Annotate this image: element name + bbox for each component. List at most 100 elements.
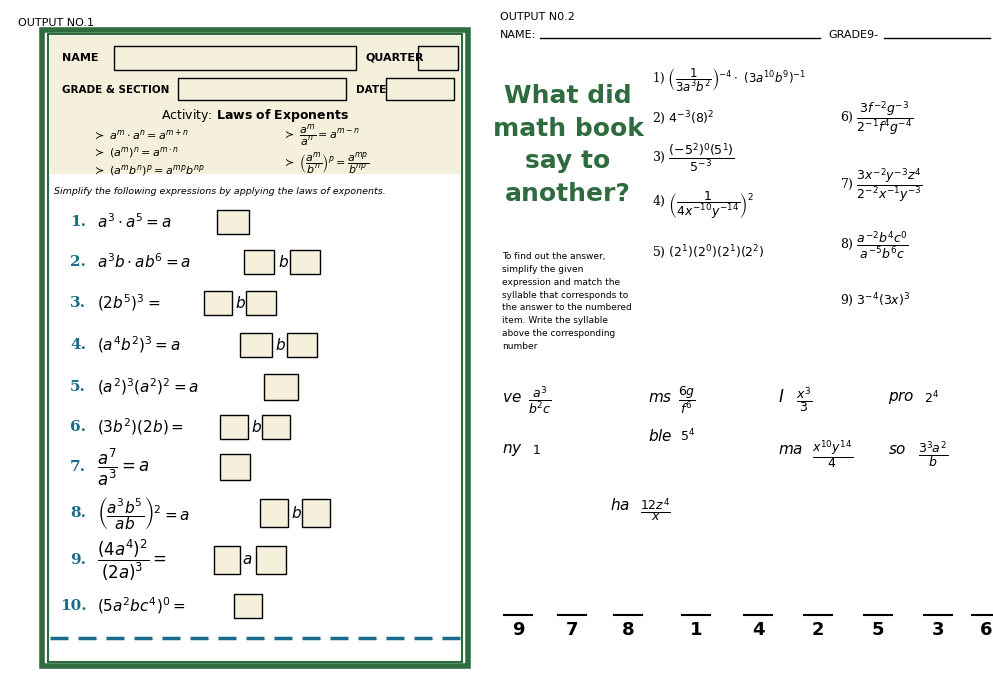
Text: 8) $\dfrac{a^{-2}b^4c^0}{a^{-5}b^6c}$: 8) $\dfrac{a^{-2}b^4c^0}{a^{-5}b^6c}$ [840,229,909,261]
Text: GRADE & SECTION: GRADE & SECTION [62,85,170,95]
Bar [256,546,286,574]
Text: To find out the answer,
simplify the given
expression and match the
syllable tha: To find out the answer, simplify the giv… [502,252,632,351]
Text: $\dfrac{a^7}{a^3} = a$: $\dfrac{a^7}{a^3} = a$ [97,446,150,488]
Text: $a$: $a$ [242,553,252,567]
Text: 3) $\dfrac{(-5^2)^0(5^1)}{5^{-3}}$: 3) $\dfrac{(-5^2)^0(5^1)}{5^{-3}}$ [652,142,735,175]
Text: $\dfrac{12z^4}{x}$: $\dfrac{12z^4}{x}$ [640,496,671,524]
Text: 6.: 6. [70,420,86,434]
Bar [244,250,274,274]
Text: $\dfrac{a^3}{b^2c}$: $\dfrac{a^3}{b^2c}$ [528,384,552,416]
Text: $2^4$: $2^4$ [924,390,939,406]
Bar [260,499,288,527]
Text: NAME: NAME [62,53,98,63]
Text: 7.: 7. [70,460,86,474]
Bar [114,46,356,70]
Text: $(a^4b^2)^3 = a$: $(a^4b^2)^3 = a$ [97,335,181,355]
Text: $(3b^2)(2b) = $: $(3b^2)(2b) = $ [97,417,184,437]
Text: OUTPUT NO.1: OUTPUT NO.1 [18,18,94,28]
Text: 10.: 10. [60,599,86,613]
Text: $\dfrac{6g}{f^6}$: $\dfrac{6g}{f^6}$ [678,384,696,416]
Text: $b$: $b$ [275,337,286,353]
Text: $\succ$ $a^m \cdot a^n = a^{m+n}$: $\succ$ $a^m \cdot a^n = a^{m+n}$ [92,127,190,143]
Text: $b$: $b$ [278,254,289,270]
Text: $\mathit{ve}$: $\mathit{ve}$ [502,391,521,405]
Text: $b$: $b$ [291,505,302,521]
Text: 6) $\dfrac{3f^{-2}g^{-3}}{2^{-1}f^4g^{-4}}$: 6) $\dfrac{3f^{-2}g^{-3}}{2^{-1}f^4g^{-4… [840,99,914,137]
Text: 7) $\dfrac{3x^{-2}y^{-3}z^4}{2^{-2}x^{-1}y^{-3}}$: 7) $\dfrac{3x^{-2}y^{-3}z^4}{2^{-2}x^{-1… [840,166,922,204]
Text: $b$: $b$ [235,295,246,311]
Text: $a^3b \cdot ab^6 = a$: $a^3b \cdot ab^6 = a$ [97,253,192,272]
Bar [418,46,458,70]
Bar [220,415,248,439]
Text: $\left(\dfrac{a^3b^5}{ab}\right)^2 = a$: $\left(\dfrac{a^3b^5}{ab}\right)^2 = a$ [97,495,191,532]
Text: $5^4$: $5^4$ [680,428,695,444]
Text: $\succ$ $(a^m b^n)^p = a^{mp}b^{np}$: $\succ$ $(a^m b^n)^p = a^{mp}b^{np}$ [92,162,205,177]
Bar [204,291,232,315]
Text: $\mathit{I}$: $\mathit{I}$ [778,390,784,406]
Text: DATE: DATE [356,85,386,95]
Text: QUARTER: QUARTER [366,53,424,63]
Text: $\dfrac{3^3a^2}{b}$: $\dfrac{3^3a^2}{b}$ [918,439,948,470]
Text: 2.: 2. [70,255,85,269]
Text: 8: 8 [622,621,635,639]
Text: $\mathit{pro}$: $\mathit{pro}$ [888,390,915,406]
Text: 2: 2 [811,621,824,639]
Text: $\mathit{so}$: $\mathit{so}$ [888,443,907,457]
Text: $1$: $1$ [532,443,541,456]
Text: 2) $4^{-3}(8)^2$: 2) $4^{-3}(8)^2$ [652,109,715,127]
Bar [386,78,454,100]
Bar [290,250,320,274]
Text: $(5a^2bc^4)^0 = $: $(5a^2bc^4)^0 = $ [97,596,186,616]
Text: 6: 6 [980,621,992,639]
Text: 3.: 3. [70,296,86,310]
Text: 5) $(2^1)(2^0)(2^1)(2^2)$: 5) $(2^1)(2^0)(2^1)(2^2)$ [652,243,765,261]
Text: 1: 1 [690,621,702,639]
Text: 4.: 4. [70,338,86,352]
Text: OUTPUT N0.2: OUTPUT N0.2 [500,12,575,22]
Bar [214,546,240,574]
Text: $\mathit{ny}$: $\mathit{ny}$ [502,442,523,458]
Text: $\mathit{ma}$: $\mathit{ma}$ [778,443,803,457]
Text: 9) $3^{-4}(3x)^3$: 9) $3^{-4}(3x)^3$ [840,291,911,309]
Bar [48,34,462,662]
Text: Activity: $\bf{Laws\ of\ Exponents}$: Activity: $\bf{Laws\ of\ Exponents}$ [161,106,349,123]
Text: $a^3 \cdot a^5 = a$: $a^3 \cdot a^5 = a$ [97,213,172,231]
Bar [178,78,346,100]
Text: $\succ$ $\dfrac{a^m}{a^n} = a^{m-n}$: $\succ$ $\dfrac{a^m}{a^n} = a^{m-n}$ [282,122,360,148]
Text: 3: 3 [931,621,944,639]
Text: 8.: 8. [70,506,86,520]
Bar [42,30,468,666]
Bar [217,210,249,234]
Text: 9.: 9. [70,553,86,567]
Text: $\dfrac{(4a^4)^2}{(2a)^3} = $: $\dfrac{(4a^4)^2}{(2a)^3} = $ [97,537,167,583]
Bar [302,499,330,527]
Text: 9: 9 [511,621,524,639]
Text: Simplify the following expressions by applying the laws of exponents.: Simplify the following expressions by ap… [54,187,385,195]
Text: 5: 5 [872,621,884,639]
Text: $(a^2)^3(a^2)^2 = a$: $(a^2)^3(a^2)^2 = a$ [97,377,200,398]
Bar [234,594,262,618]
Bar [220,454,250,480]
Text: 1.: 1. [70,215,86,229]
Text: $b$: $b$ [251,419,262,435]
Text: $\succ$ $\left(\dfrac{a^m}{b^n}\right)^p = \dfrac{a^{mp}}{b^{np}}$: $\succ$ $\left(\dfrac{a^m}{b^n}\right)^p… [282,150,369,176]
Bar [262,415,290,439]
Text: What did
math book
say to
another?: What did math book say to another? [493,84,643,206]
Text: 5.: 5. [70,380,85,394]
Text: GRADE9-: GRADE9- [828,30,878,40]
Text: 4: 4 [752,621,765,639]
Bar [246,291,276,315]
Text: $(2b^5)^3 = $: $(2b^5)^3 = $ [97,293,160,313]
Text: 1) $\left(\dfrac{1}{3a^3b^2}\right)^{-4} \cdot\ (3a^{10}b^9)^{-1}$: 1) $\left(\dfrac{1}{3a^3b^2}\right)^{-4}… [652,66,806,94]
Text: 7: 7 [566,621,578,639]
Text: $\mathit{ms}$: $\mathit{ms}$ [648,391,672,405]
Bar [287,333,317,357]
Text: $\dfrac{x^3}{3}$: $\dfrac{x^3}{3}$ [796,386,812,415]
Text: $\mathit{ble}$: $\mathit{ble}$ [648,428,672,444]
Text: $\mathit{ha}$: $\mathit{ha}$ [610,497,630,513]
Text: NAME:: NAME: [500,30,536,40]
Text: 4) $\left(\dfrac{1}{4x^{-10}y^{-14}}\right)^2$: 4) $\left(\dfrac{1}{4x^{-10}y^{-14}}\rig… [652,189,754,220]
Bar [50,36,460,174]
Text: $\succ$ $(a^m)^n = a^{m \cdot n}$: $\succ$ $(a^m)^n = a^{m \cdot n}$ [92,144,179,160]
Bar [240,333,272,357]
